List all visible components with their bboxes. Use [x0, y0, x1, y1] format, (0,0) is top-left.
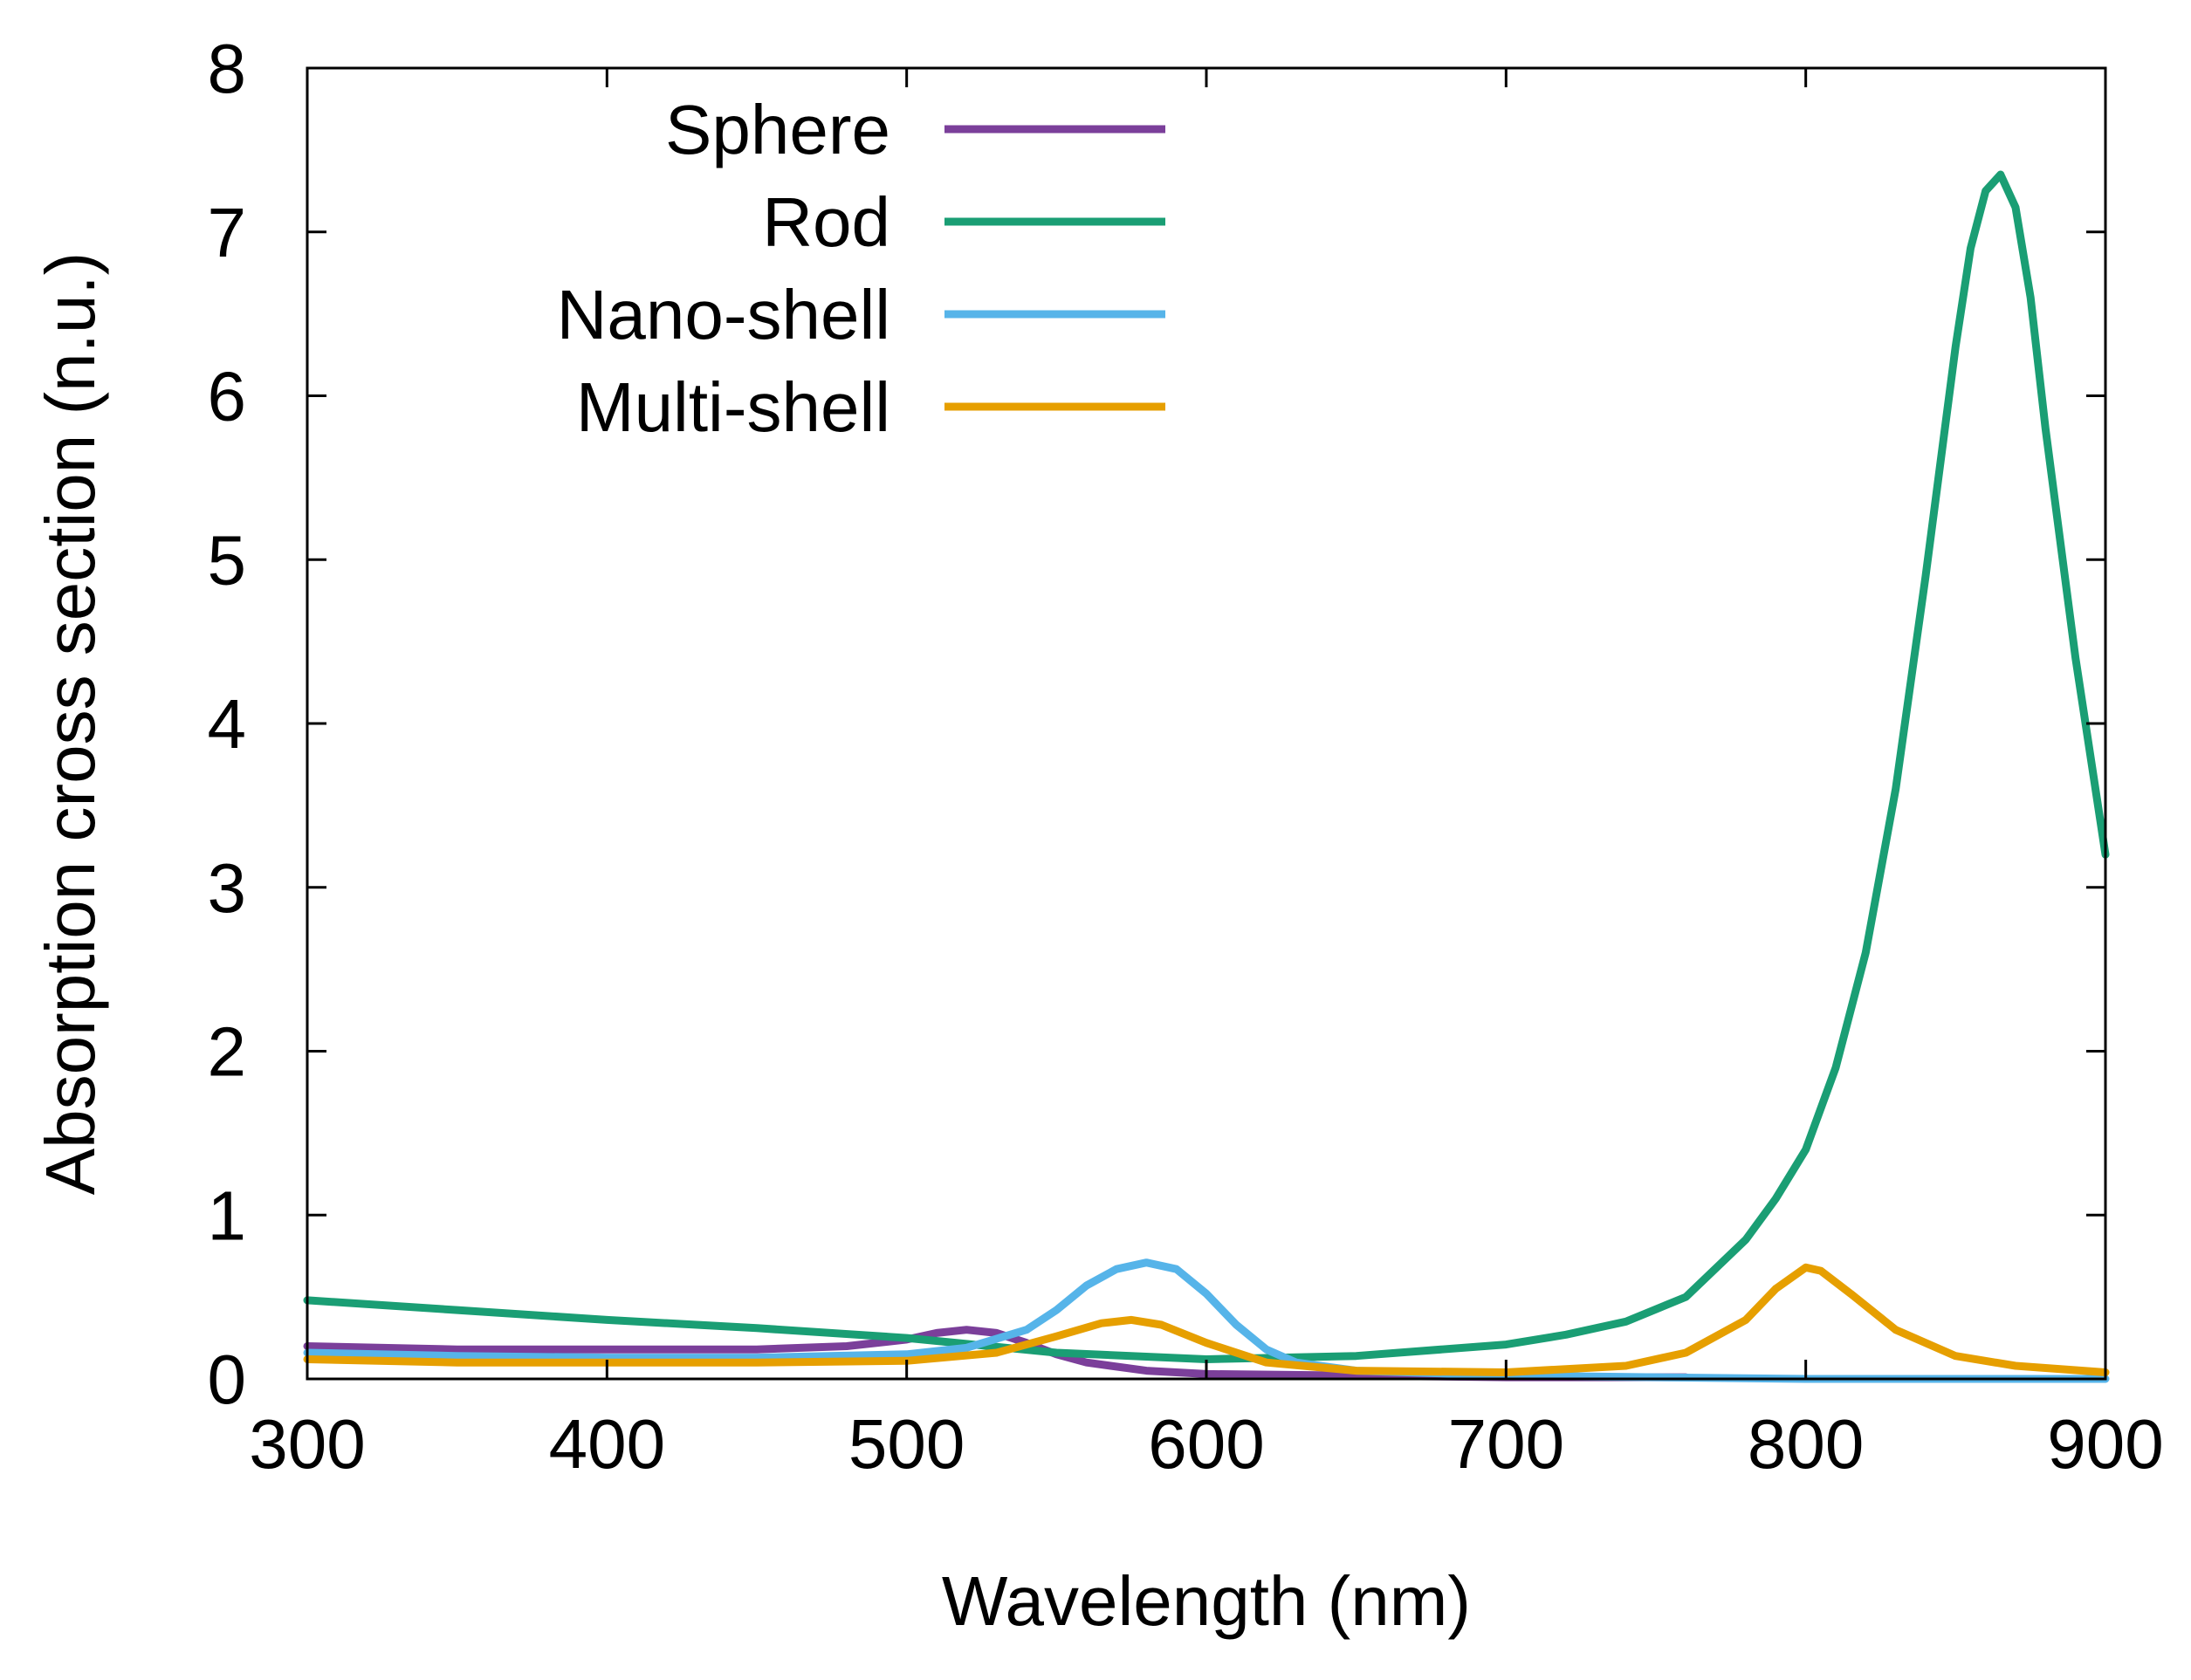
y-tick-label: 2 — [208, 1013, 247, 1091]
x-tick-label: 600 — [1148, 1405, 1264, 1483]
y-tick-label: 4 — [208, 685, 247, 763]
x-tick-label: 800 — [1748, 1405, 1864, 1483]
y-tick-label: 8 — [208, 30, 247, 107]
x-tick-label: 400 — [549, 1405, 665, 1483]
x-tick-label: 900 — [2047, 1405, 2163, 1483]
y-axis-title: Absorption cross section (n.u.) — [31, 252, 109, 1195]
legend: Sphere Rod Nano-shell Multi-shell — [557, 91, 1165, 446]
y-tick-label: 0 — [208, 1341, 247, 1418]
legend-label-multi-shell: Multi-shell — [576, 368, 890, 446]
legend-label-rod: Rod — [762, 183, 890, 261]
ticks-layer: 300 400 500 600 700 800 900 0 1 2 3 4 5 6 7 8 — [208, 30, 2164, 1483]
plot-frame — [306, 66, 2107, 1381]
x-tick-label: 700 — [1448, 1405, 1564, 1483]
x-tick-label: 500 — [848, 1405, 965, 1483]
y-tick-label: 1 — [208, 1176, 247, 1254]
legend-label-sphere: Sphere — [665, 91, 890, 168]
y-tick-label: 7 — [208, 194, 247, 271]
legend-label-nano-shell: Nano-shell — [557, 276, 890, 353]
y-tick-label: 6 — [208, 358, 247, 435]
series-line-nano-shell — [303, 1258, 2110, 1383]
y-tick-label: 3 — [208, 849, 247, 927]
x-tick-label: 300 — [249, 1405, 365, 1483]
y-tick-label: 5 — [208, 521, 247, 599]
x-axis-title: Wavelength (nm) — [942, 1562, 1471, 1640]
